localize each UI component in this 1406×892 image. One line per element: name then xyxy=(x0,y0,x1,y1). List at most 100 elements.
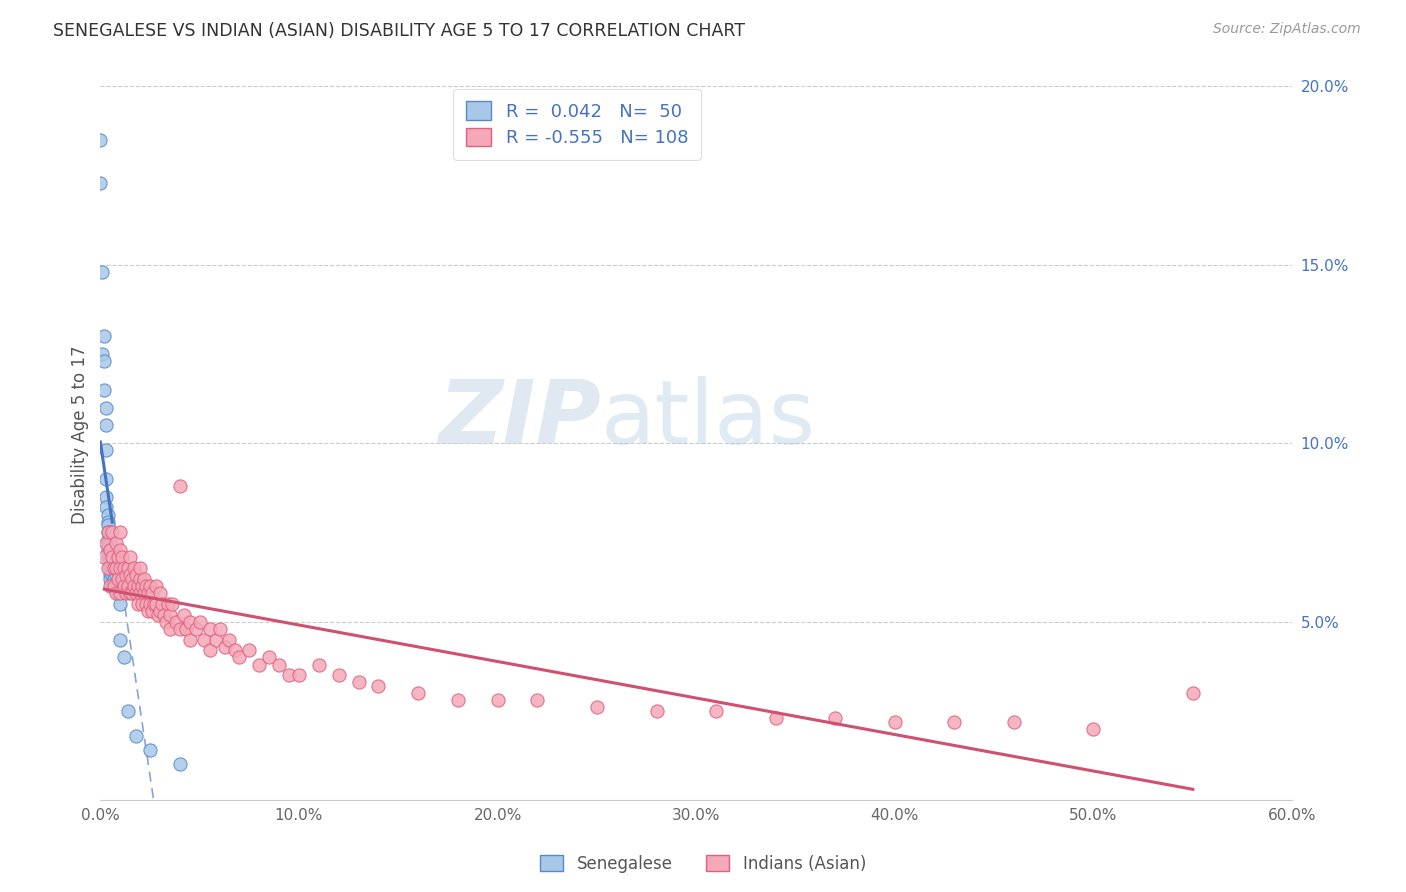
Point xyxy=(159,622,181,636)
Point xyxy=(96,500,118,515)
Point xyxy=(103,550,125,565)
Point xyxy=(179,632,201,647)
Point xyxy=(135,597,157,611)
Point xyxy=(198,622,221,636)
Point xyxy=(101,550,124,565)
Point xyxy=(98,554,121,568)
Point xyxy=(169,479,191,493)
Point xyxy=(121,586,143,600)
Point xyxy=(156,597,179,611)
Point xyxy=(103,579,125,593)
Point xyxy=(96,490,118,504)
Point xyxy=(101,550,124,565)
Point xyxy=(115,586,138,600)
Point xyxy=(122,579,145,593)
Point xyxy=(136,604,159,618)
Point xyxy=(131,579,153,593)
Point xyxy=(406,686,429,700)
Point xyxy=(105,568,128,582)
Point xyxy=(278,668,301,682)
Point xyxy=(129,586,152,600)
Point xyxy=(224,643,246,657)
Point xyxy=(98,561,121,575)
Point xyxy=(103,572,125,586)
Point xyxy=(97,518,120,533)
Point xyxy=(110,632,132,647)
Point xyxy=(247,657,270,672)
Point xyxy=(129,561,152,575)
Point xyxy=(112,650,135,665)
Point xyxy=(105,561,128,575)
Point xyxy=(89,133,111,147)
Point xyxy=(704,704,727,718)
Point xyxy=(169,757,191,772)
Point xyxy=(1181,686,1204,700)
Point xyxy=(149,586,172,600)
Point xyxy=(238,643,260,657)
Point xyxy=(98,543,121,558)
Point xyxy=(110,586,132,600)
Text: ZIP: ZIP xyxy=(439,376,600,463)
Point xyxy=(193,632,215,647)
Point xyxy=(97,543,120,558)
Point xyxy=(160,597,183,611)
Point xyxy=(127,597,149,611)
Point xyxy=(93,354,115,368)
Point xyxy=(165,615,187,629)
Point xyxy=(93,329,115,343)
Point xyxy=(132,586,155,600)
Text: Source: ZipAtlas.com: Source: ZipAtlas.com xyxy=(1213,22,1361,37)
Point xyxy=(105,536,128,550)
Point xyxy=(93,550,115,565)
Point xyxy=(179,615,201,629)
Point xyxy=(155,615,177,629)
Point xyxy=(824,711,846,725)
Point xyxy=(98,558,121,572)
Legend: Senegalese, Indians (Asian): Senegalese, Indians (Asian) xyxy=(533,848,873,880)
Point xyxy=(98,536,121,550)
Point xyxy=(288,668,311,682)
Point xyxy=(146,607,169,622)
Point xyxy=(103,561,125,575)
Point xyxy=(136,586,159,600)
Point xyxy=(96,536,118,550)
Point xyxy=(98,550,121,565)
Point xyxy=(135,579,157,593)
Point xyxy=(184,622,207,636)
Point xyxy=(98,579,121,593)
Point xyxy=(129,572,152,586)
Point xyxy=(586,700,609,714)
Point xyxy=(97,550,120,565)
Point xyxy=(174,622,197,636)
Point xyxy=(105,586,128,600)
Point xyxy=(112,561,135,575)
Point xyxy=(107,572,129,586)
Point xyxy=(204,632,226,647)
Point xyxy=(96,443,118,458)
Point xyxy=(347,675,370,690)
Point xyxy=(110,561,132,575)
Point xyxy=(98,543,121,558)
Point xyxy=(125,586,148,600)
Point xyxy=(143,597,166,611)
Point xyxy=(117,561,139,575)
Point xyxy=(141,604,163,618)
Point xyxy=(101,543,124,558)
Point xyxy=(89,176,111,190)
Point xyxy=(1083,722,1105,736)
Point xyxy=(120,568,142,582)
Point xyxy=(943,714,966,729)
Point xyxy=(132,572,155,586)
Point xyxy=(107,586,129,600)
Point xyxy=(91,347,114,361)
Point xyxy=(198,643,221,657)
Point xyxy=(112,579,135,593)
Point xyxy=(101,561,124,575)
Point xyxy=(139,597,162,611)
Point xyxy=(97,525,120,540)
Point xyxy=(105,579,128,593)
Point xyxy=(139,743,162,757)
Point xyxy=(91,265,114,279)
Point xyxy=(367,679,389,693)
Y-axis label: Disability Age 5 to 17: Disability Age 5 to 17 xyxy=(72,345,89,524)
